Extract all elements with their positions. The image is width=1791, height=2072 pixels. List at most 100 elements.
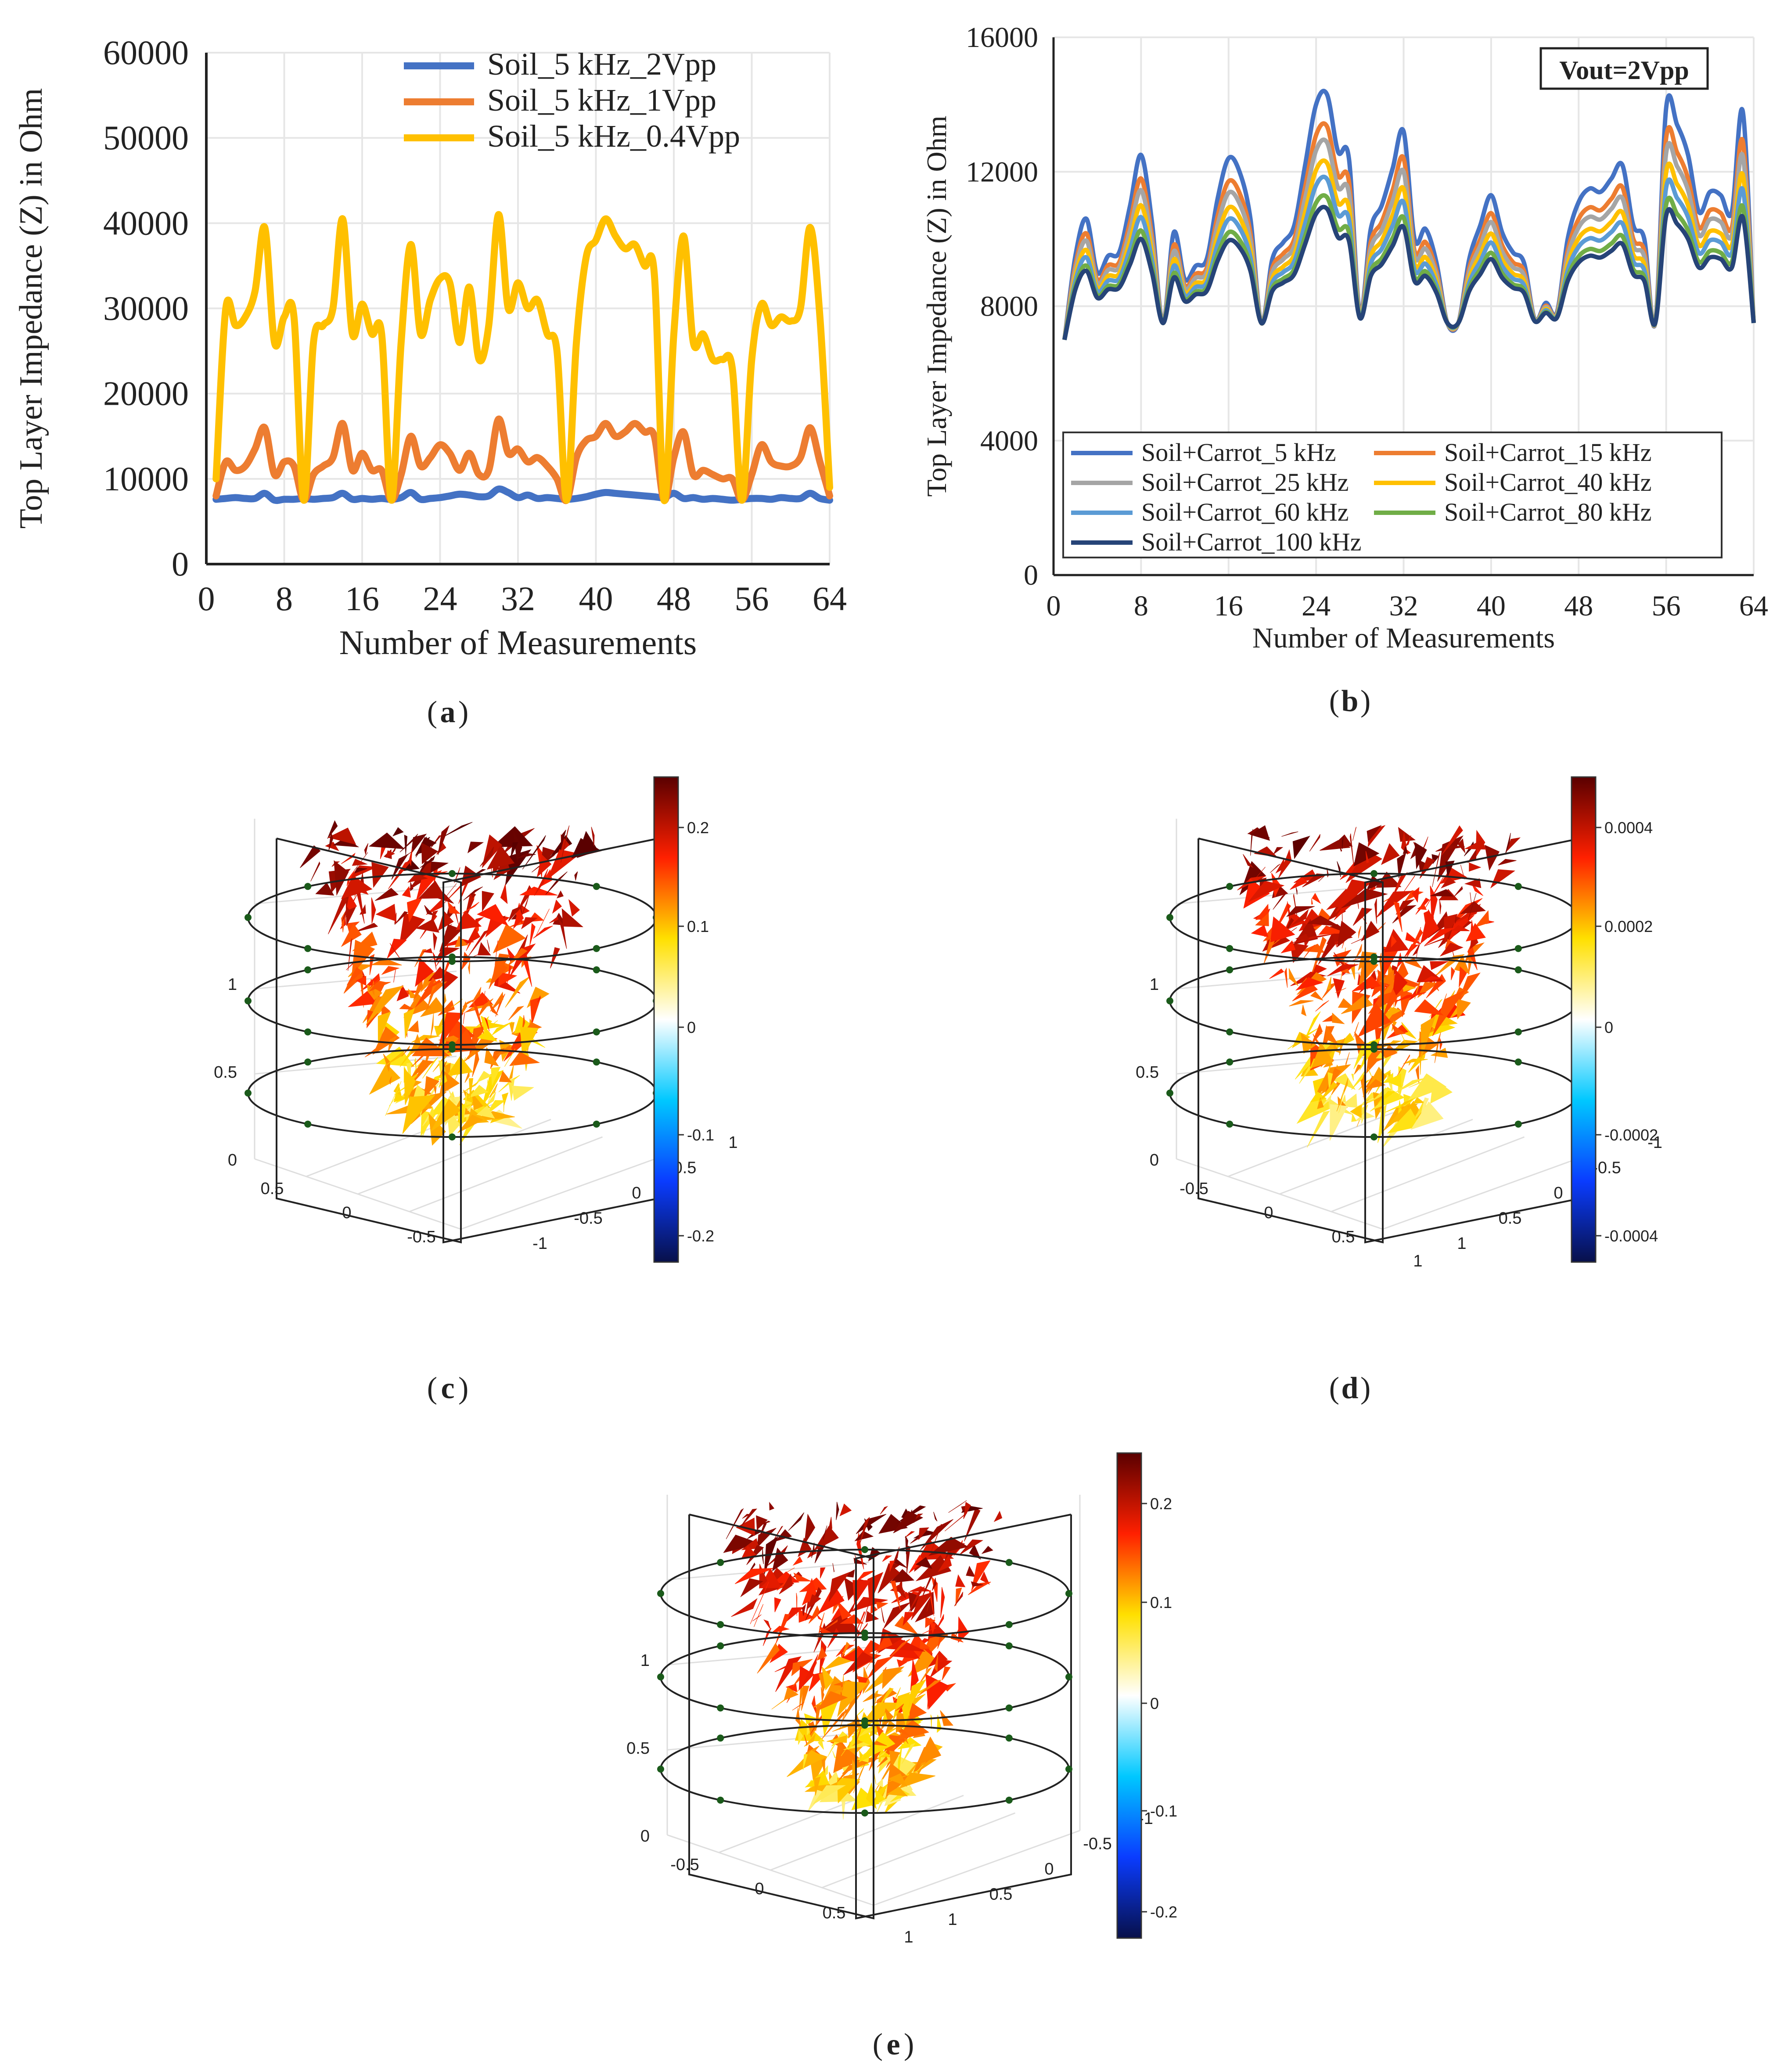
mesh-element — [1243, 854, 1254, 868]
colorbar-tick-label: 0.1 — [1150, 1594, 1172, 1612]
mesh-element — [438, 1000, 455, 1016]
mesh-element — [1451, 925, 1470, 932]
mesh-element — [1376, 891, 1413, 918]
mesh-element — [894, 1687, 901, 1701]
mesh-element — [495, 940, 498, 965]
mesh-element — [792, 1556, 803, 1566]
colorbar-tick-label: 0 — [1604, 1018, 1613, 1036]
colorbar-tick-label: -0.2 — [1150, 1903, 1177, 1921]
mesh-element — [484, 1017, 490, 1032]
ground-tick-label: 1 — [1413, 1252, 1422, 1270]
mesh-element — [502, 1092, 509, 1106]
mesh-element — [371, 958, 402, 966]
mesh-element — [944, 1512, 967, 1532]
mesh-element — [741, 1545, 756, 1558]
mesh-element — [342, 906, 349, 921]
mesh-element — [1337, 921, 1356, 948]
mesh-element — [1453, 886, 1463, 897]
mesh-element — [1441, 825, 1463, 856]
mesh-element — [511, 842, 518, 858]
mesh-element — [1459, 966, 1467, 987]
mesh-element — [1439, 900, 1442, 914]
mesh-element — [899, 1772, 935, 1789]
mesh-element — [550, 947, 560, 969]
mesh-element — [1464, 878, 1482, 889]
panel-label-paren: ) — [1360, 684, 1370, 718]
mesh-element — [742, 1514, 751, 1519]
mesh-element — [1424, 928, 1455, 946]
mesh-element — [1399, 1099, 1413, 1109]
mesh-element — [963, 1502, 971, 1519]
reconstruction-volume — [723, 1500, 1003, 1820]
mesh-element — [802, 1654, 818, 1684]
x-tick-label: 24 — [423, 579, 457, 618]
mesh-element — [1435, 845, 1465, 852]
mesh-element — [736, 1517, 755, 1536]
mesh-element — [827, 1735, 847, 1743]
mesh-element — [859, 1750, 863, 1761]
mesh-element — [837, 1600, 852, 1620]
mesh-element — [1311, 898, 1313, 905]
mesh-element — [1342, 835, 1344, 849]
mesh-element — [894, 1558, 907, 1568]
electrode-marker — [593, 1028, 600, 1036]
mesh-element — [371, 862, 389, 888]
mesh-element — [381, 966, 400, 975]
mesh-element — [1335, 879, 1371, 913]
grid-line — [1227, 1101, 1422, 1177]
panel-label-text: a — [440, 695, 456, 729]
electrode-marker — [449, 1133, 456, 1140]
mesh-element — [1317, 1097, 1324, 1109]
mesh-element — [530, 997, 541, 1025]
grid-line — [1176, 971, 1379, 989]
mesh-element — [486, 998, 498, 1016]
mesh-element — [938, 1554, 952, 1572]
mesh-element — [1432, 852, 1440, 888]
mesh-element — [872, 1741, 887, 1746]
electrode-marker — [657, 1590, 664, 1597]
mesh-element — [500, 884, 508, 904]
mesh-element — [1420, 1097, 1429, 1117]
legend-label: Soil+Carrot_40 kHz — [1444, 468, 1652, 496]
mesh-element — [385, 850, 396, 858]
mesh-element — [877, 1687, 894, 1710]
colorbar-tick-label: 0.2 — [687, 819, 709, 837]
mesh-element — [1354, 1065, 1363, 1075]
mesh-element — [1325, 1025, 1338, 1044]
mesh-element — [438, 910, 454, 932]
panel-label-paren: ( — [1329, 1371, 1339, 1405]
mesh-element — [816, 1691, 848, 1712]
electrode-marker — [1005, 1621, 1013, 1628]
panel-label-paren: ) — [1360, 1371, 1370, 1405]
mesh-element — [934, 1654, 939, 1672]
grid-line — [821, 1812, 1016, 1889]
colorbar-tick-label: 0.2 — [1150, 1495, 1172, 1513]
electrode-marker — [1005, 1704, 1013, 1712]
electrode-marker — [245, 997, 252, 1004]
legend-label: Soil_5 kHz_0.4Vpp — [487, 119, 740, 154]
ground-tick-label: 1 — [1457, 1234, 1466, 1253]
mesh-element — [1351, 1074, 1354, 1081]
mesh-element — [1355, 944, 1362, 959]
mesh-element — [1332, 1012, 1345, 1024]
mesh-element — [1270, 863, 1280, 873]
mesh-element — [897, 1737, 922, 1750]
z-tick-label: 1 — [640, 1651, 650, 1670]
mesh-element — [468, 1078, 474, 1099]
mesh-element — [1289, 1000, 1314, 1007]
electrode-marker — [861, 1546, 868, 1553]
mesh-element — [1318, 925, 1346, 935]
mesh-element — [1384, 928, 1409, 953]
electrode-marker — [1514, 966, 1522, 974]
colorbar-tick-label: -0.0004 — [1604, 1227, 1658, 1245]
ground-tick-label: 0 — [632, 1184, 641, 1202]
electrode-marker — [1166, 1090, 1173, 1097]
mesh-element — [412, 1037, 450, 1057]
mesh-element — [1410, 1101, 1444, 1130]
mesh-element — [533, 925, 553, 939]
electrode-marker — [861, 1809, 868, 1817]
legend-label: Soil+Carrot_15 kHz — [1444, 438, 1652, 467]
ground-tick-label: 0 — [755, 1880, 764, 1898]
mesh-element — [1273, 892, 1287, 910]
